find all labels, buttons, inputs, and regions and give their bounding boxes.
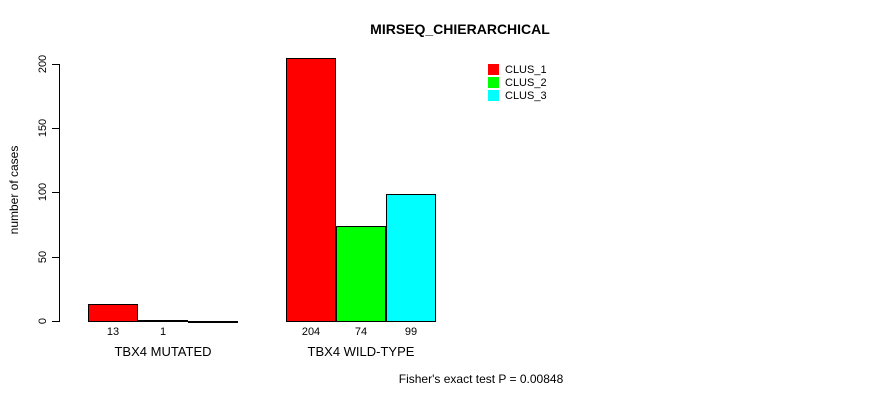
y-tick-label: 150: [37, 118, 49, 138]
fisher-test-annotation: Fisher's exact test P = 0.00848: [398, 372, 564, 386]
y-tick-mark: [52, 257, 59, 258]
y-tick-mark: [52, 192, 59, 193]
y-tick-label: 200: [37, 54, 49, 74]
y-tick-mark: [52, 128, 59, 129]
legend-item-clus-1: CLUS_1: [488, 63, 547, 76]
chart-title: MIRSEQ_CHIERARCHICAL: [370, 21, 550, 37]
legend-item-clus-3: CLUS_3: [488, 89, 547, 102]
group-label-tbx4-wild-type: TBX4 WILD-TYPE: [307, 344, 415, 359]
y-tick-mark: [52, 64, 59, 65]
bar-value-label-clus-2-tbx4-wild-type: 74: [354, 326, 368, 338]
bar-clus-2-tbx4-wild-type: [336, 226, 386, 322]
y-axis-title: number of cases: [7, 145, 21, 235]
y-tick-mark: [52, 321, 59, 322]
bar-clus-1-tbx4-wild-type: [286, 58, 336, 322]
bar-clus-3-tbx4-mutated: [188, 321, 238, 323]
y-tick-label: 0: [37, 317, 49, 325]
bar-value-label-clus-1-tbx4-wild-type: 204: [301, 326, 321, 338]
group-label-tbx4-mutated: TBX4 MUTATED: [114, 344, 212, 359]
legend-swatch-clus-2: [488, 77, 499, 88]
bar-value-label-clus-2-tbx4-mutated: 1: [159, 326, 167, 338]
y-tick-label: 100: [37, 182, 49, 202]
y-tick-label: 50: [37, 250, 49, 264]
legend-label-clus-3: CLUS_3: [505, 89, 547, 102]
legend: CLUS_1 CLUS_2 CLUS_3: [488, 63, 547, 102]
legend-item-clus-2: CLUS_2: [488, 76, 547, 89]
legend-swatch-clus-3: [488, 90, 499, 101]
legend-swatch-clus-1: [488, 64, 499, 75]
bar-value-label-clus-3-tbx4-wild-type: 99: [404, 326, 418, 338]
bar-clus-3-tbx4-wild-type: [386, 194, 436, 322]
bar-clus-2-tbx4-mutated: [138, 320, 188, 322]
legend-label-clus-1: CLUS_1: [505, 63, 547, 76]
legend-label-clus-2: CLUS_2: [505, 76, 547, 89]
bar-clus-1-tbx4-mutated: [88, 304, 138, 322]
y-axis-line: [59, 64, 60, 322]
bar-value-label-clus-1-tbx4-mutated: 13: [106, 326, 120, 338]
